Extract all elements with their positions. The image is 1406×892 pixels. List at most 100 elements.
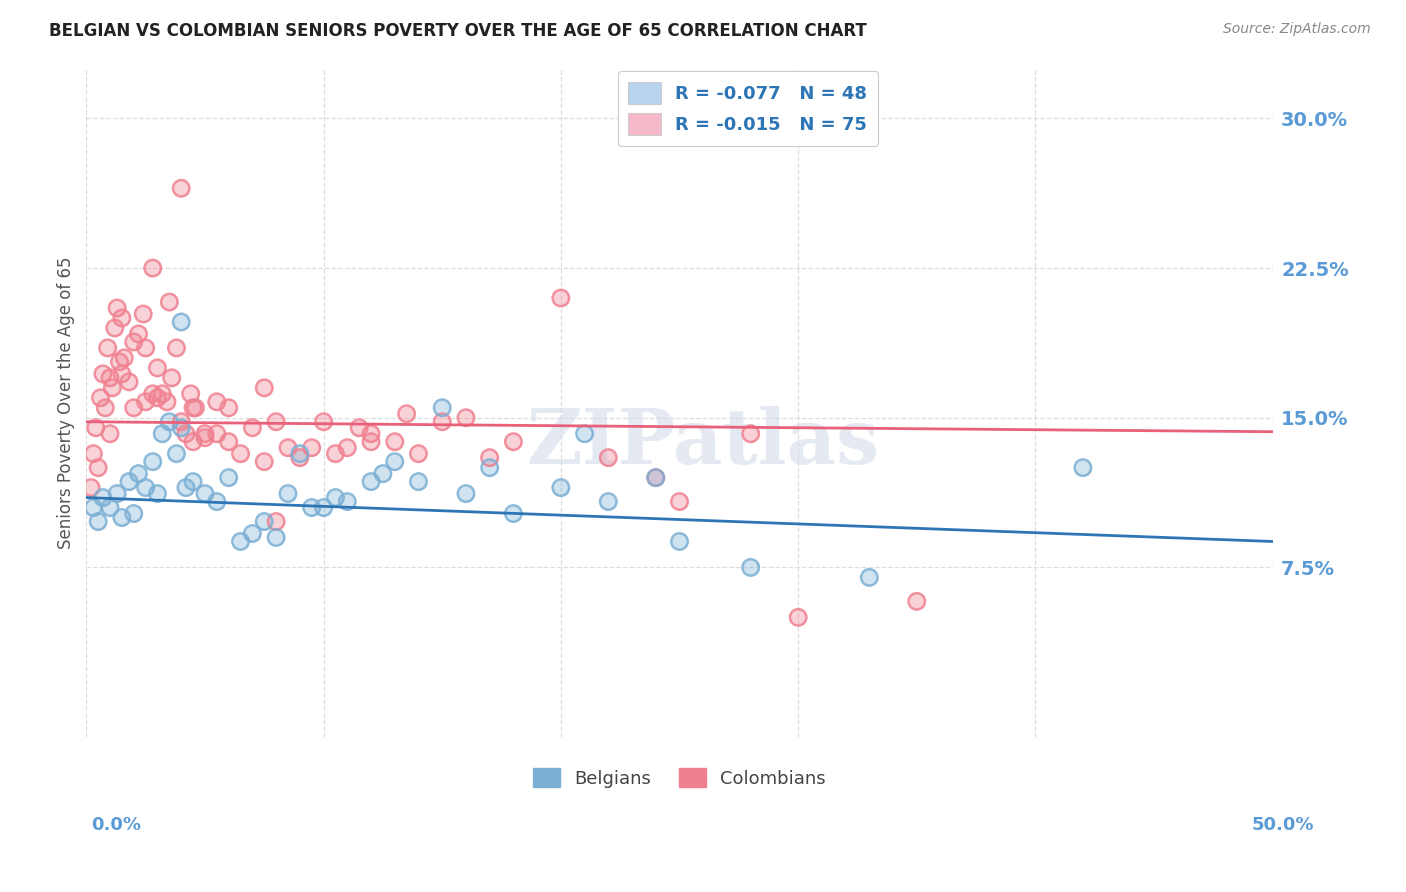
Point xyxy=(150,426,173,441)
Point xyxy=(146,391,169,405)
Point xyxy=(111,367,134,381)
Point xyxy=(180,386,202,401)
Point xyxy=(598,450,620,465)
Point xyxy=(89,391,111,405)
Point xyxy=(264,415,287,429)
Point xyxy=(432,401,454,415)
Point xyxy=(98,426,121,441)
Point xyxy=(502,507,524,521)
Point xyxy=(142,386,165,401)
Point xyxy=(360,426,382,441)
Text: ZIPatlas: ZIPatlas xyxy=(527,406,880,480)
Point xyxy=(142,455,165,469)
Point xyxy=(142,261,165,276)
Point xyxy=(205,394,228,409)
Point xyxy=(132,307,155,321)
Point xyxy=(146,486,169,500)
Point xyxy=(87,515,110,529)
Point xyxy=(160,371,183,385)
Point xyxy=(87,460,110,475)
Point xyxy=(170,415,193,429)
Point xyxy=(277,441,299,455)
Point xyxy=(122,401,145,415)
Point xyxy=(360,434,382,449)
Point xyxy=(111,367,134,381)
Point xyxy=(550,291,572,305)
Point xyxy=(408,475,430,489)
Point xyxy=(160,371,183,385)
Point xyxy=(218,401,240,415)
Point xyxy=(157,295,180,310)
Point xyxy=(264,415,287,429)
Point xyxy=(384,434,406,449)
Point xyxy=(360,434,382,449)
Point xyxy=(336,441,359,455)
Point xyxy=(264,515,287,529)
Point xyxy=(170,415,193,429)
Point xyxy=(112,351,135,365)
Point xyxy=(574,426,596,441)
Point xyxy=(97,341,120,355)
Point xyxy=(301,500,323,515)
Point xyxy=(118,475,141,489)
Point xyxy=(98,500,121,515)
Point xyxy=(82,447,104,461)
Point xyxy=(253,515,276,529)
Point xyxy=(118,375,141,389)
Point xyxy=(312,415,335,429)
Text: BELGIAN VS COLOMBIAN SENIORS POVERTY OVER THE AGE OF 65 CORRELATION CHART: BELGIAN VS COLOMBIAN SENIORS POVERTY OVE… xyxy=(49,22,868,40)
Point xyxy=(184,401,207,415)
Point xyxy=(205,494,228,508)
Point xyxy=(502,434,524,449)
Point xyxy=(122,401,145,415)
Point xyxy=(360,426,382,441)
Point xyxy=(166,341,188,355)
Point xyxy=(91,367,114,381)
Point xyxy=(668,494,690,508)
Point xyxy=(478,460,501,475)
Point xyxy=(181,475,204,489)
Point xyxy=(668,494,690,508)
Point xyxy=(166,447,188,461)
Point xyxy=(157,415,180,429)
Text: 0.0%: 0.0% xyxy=(91,816,142,834)
Point xyxy=(157,295,180,310)
Point xyxy=(502,434,524,449)
Point xyxy=(644,470,666,484)
Point xyxy=(105,486,128,500)
Point xyxy=(166,447,188,461)
Point xyxy=(432,415,454,429)
Point xyxy=(194,431,217,445)
Point xyxy=(598,494,620,508)
Point xyxy=(740,560,762,574)
Point xyxy=(97,341,120,355)
Point xyxy=(242,526,264,541)
Point xyxy=(87,515,110,529)
Point xyxy=(170,315,193,329)
Point xyxy=(170,421,193,435)
Point xyxy=(858,570,880,584)
Point xyxy=(242,526,264,541)
Point xyxy=(229,534,252,549)
Point xyxy=(205,494,228,508)
Point xyxy=(146,360,169,375)
Point xyxy=(478,460,501,475)
Point xyxy=(174,481,197,495)
Point xyxy=(84,421,107,435)
Point xyxy=(301,441,323,455)
Point xyxy=(454,486,477,500)
Point xyxy=(253,455,276,469)
Point xyxy=(174,426,197,441)
Point xyxy=(194,486,217,500)
Point xyxy=(384,455,406,469)
Point xyxy=(82,500,104,515)
Point xyxy=(94,401,117,415)
Point xyxy=(787,610,810,624)
Point xyxy=(108,355,131,369)
Point xyxy=(253,515,276,529)
Point xyxy=(325,447,347,461)
Point xyxy=(253,455,276,469)
Point xyxy=(218,470,240,484)
Point xyxy=(550,481,572,495)
Point xyxy=(146,486,169,500)
